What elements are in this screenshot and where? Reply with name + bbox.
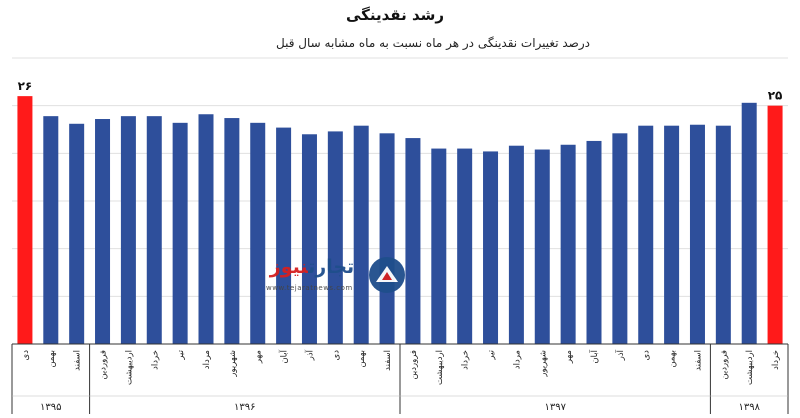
category-label: آبان [278, 349, 290, 363]
category-label: مرداد [202, 350, 212, 369]
category-label: دی [21, 350, 31, 361]
category-label: فروردین [719, 350, 729, 380]
bar [327, 131, 343, 344]
bar [146, 116, 162, 344]
logo-mark-icon [369, 257, 405, 293]
bar [741, 102, 757, 344]
category-label: مهر [254, 350, 264, 364]
category-label: اسفند [73, 350, 83, 371]
category-label: مرداد [512, 350, 522, 369]
category-label: تیر [487, 349, 497, 360]
bar [715, 125, 731, 344]
bar [43, 116, 59, 344]
bar [379, 133, 395, 344]
bar [664, 125, 680, 344]
bar [508, 145, 524, 344]
logo-name-part2: نیوز [269, 256, 309, 278]
bar [560, 144, 576, 344]
bar [172, 122, 188, 345]
year-label: ۱۳۹۸ [738, 402, 760, 413]
bar [405, 138, 421, 344]
bar [120, 116, 136, 344]
category-label: اردیبهشت [435, 350, 445, 385]
category-label: خرداد [771, 350, 781, 370]
category-label: دی [642, 350, 652, 361]
bar [224, 118, 240, 344]
data-label: ۲۵ [768, 89, 783, 103]
watermark-logo: تجارتنیوز www.tejaratnews.com [262, 254, 412, 300]
data-label: ۲۶ [18, 79, 33, 93]
logo-url: www.tejaratnews.com [266, 284, 353, 292]
bar [250, 122, 266, 345]
bar [17, 96, 33, 344]
category-label: خرداد [461, 350, 471, 370]
chart-subtitle: درصد تغییرات نقدینگی در هر ماه نسبت به م… [276, 36, 590, 50]
bar [534, 149, 550, 344]
category-label: تیر [176, 349, 186, 360]
logo-text: تجارتنیوز [262, 256, 362, 278]
category-label: بهمن [668, 350, 678, 368]
bar [457, 148, 473, 344]
category-label: دی [331, 350, 341, 361]
category-label: آذر [303, 349, 315, 361]
bar [276, 127, 292, 345]
year-label: ۱۳۹۷ [544, 402, 566, 413]
category-label: فروردین [99, 350, 109, 380]
year-label: ۱۳۹۵ [40, 402, 61, 413]
bar [431, 148, 447, 344]
bar [95, 119, 111, 344]
category-label: اسفند [693, 350, 703, 371]
bar [638, 125, 654, 344]
category-label: مهر [564, 350, 574, 364]
category-label: خرداد [150, 350, 160, 370]
category-label: اردیبهشت [745, 350, 755, 385]
category-label: آذر [614, 349, 626, 361]
bar [198, 114, 214, 344]
category-label: اسفند [383, 350, 393, 371]
chart-title: رشد نقدینگی [345, 6, 444, 24]
bar [767, 105, 783, 345]
category-label: فروردین [409, 350, 419, 380]
year-label: ۱۳۹۶ [234, 402, 255, 413]
bar [689, 124, 705, 344]
bar [353, 125, 369, 344]
bar [69, 123, 85, 344]
bar [483, 151, 499, 344]
category-label: اردیبهشت [124, 350, 134, 385]
logo-name-part1: تجارت [308, 256, 355, 278]
category-label: آبان [588, 349, 600, 363]
category-label: بهمن [47, 350, 57, 368]
bar [301, 134, 317, 344]
category-label: بهمن [357, 350, 367, 368]
bar [612, 133, 628, 344]
category-label: شهریور [538, 350, 548, 378]
category-label: شهریور [228, 350, 238, 378]
bar [586, 140, 602, 344]
